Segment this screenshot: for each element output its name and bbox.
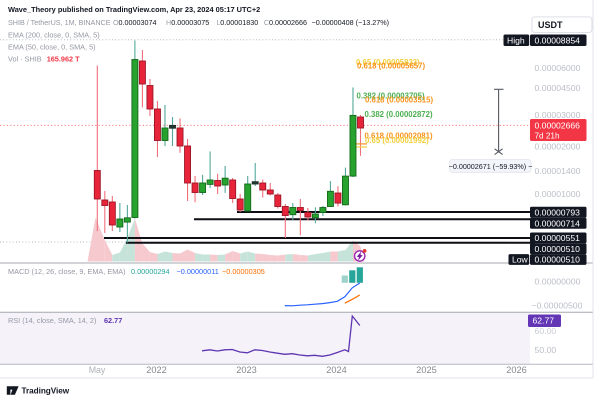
svg-text:0.00001830: 0.00001830 bbox=[220, 18, 258, 27]
svg-text:0.00002666: 0.00002666 bbox=[535, 120, 581, 130]
svg-text:2026: 2026 bbox=[506, 365, 526, 375]
svg-text:SHIB / TetherUS, 1M, BINANCE: SHIB / TetherUS, 1M, BINANCE bbox=[8, 18, 111, 27]
svg-text:Wave_Theory published on Tradi: Wave_Theory published on TradingView.com… bbox=[8, 5, 260, 14]
svg-text:EMA (200, close, 0, SMA, 5): EMA (200, close, 0, SMA, 5) bbox=[8, 30, 100, 39]
svg-text:0.382 (0.00003705): 0.382 (0.00003705) bbox=[357, 91, 425, 100]
svg-text:May: May bbox=[89, 365, 106, 375]
svg-text:RSI (14, close, SMA, 14, 2): RSI (14, close, SMA, 14, 2) bbox=[8, 316, 96, 325]
svg-text:0.00000510: 0.00000510 bbox=[535, 244, 581, 254]
svg-text:0.00002000: 0.00002000 bbox=[535, 141, 581, 151]
svg-text:Vol · SHIB: Vol · SHIB bbox=[8, 54, 42, 63]
svg-text:0.00000000: 0.00000000 bbox=[535, 277, 581, 287]
svg-text:EMA (50, close, 0, SMA, 5): EMA (50, close, 0, SMA, 5) bbox=[8, 42, 96, 51]
svg-text:0.00000714: 0.00000714 bbox=[535, 218, 581, 228]
svg-text:0.00003075: 0.00003075 bbox=[171, 18, 209, 27]
svg-text:0.65 (0.00001992): 0.65 (0.00001992) bbox=[365, 136, 429, 145]
svg-text:−0.00000305: −0.00000305 bbox=[222, 267, 265, 276]
svg-text:62.77: 62.77 bbox=[533, 316, 555, 326]
svg-text:0.00003074: 0.00003074 bbox=[119, 18, 157, 27]
svg-text:60.00: 60.00 bbox=[535, 326, 557, 336]
svg-text:50.00: 50.00 bbox=[535, 345, 557, 355]
svg-text:0.00006000: 0.00006000 bbox=[535, 63, 581, 73]
svg-text:0.00000294: 0.00000294 bbox=[131, 267, 170, 276]
svg-text:MACD (12, 26, close, 9, EMA, E: MACD (12, 26, close, 9, EMA, EMA) bbox=[8, 267, 126, 276]
svg-text:Low: Low bbox=[512, 255, 529, 265]
svg-text:0.00008854: 0.00008854 bbox=[535, 35, 581, 45]
svg-text:−0.00000500: −0.00000500 bbox=[532, 301, 583, 311]
svg-text:−0.00000408 (−13.27%): −0.00000408 (−13.27%) bbox=[312, 18, 390, 27]
svg-text:2022: 2022 bbox=[146, 365, 166, 375]
svg-text:0.618 (0.00005657): 0.618 (0.00005657) bbox=[357, 61, 425, 70]
svg-text:L: L bbox=[217, 18, 221, 27]
svg-text:C: C bbox=[264, 18, 269, 27]
svg-text:0.00003000: 0.00003000 bbox=[535, 110, 581, 120]
svg-text:−0.00002671 (−59.93%) −: −0.00002671 (−59.93%) − bbox=[449, 162, 533, 171]
svg-text:165.962 T: 165.962 T bbox=[47, 54, 80, 63]
svg-text:0.382 (0.00002872): 0.382 (0.00002872) bbox=[365, 110, 433, 119]
svg-text:High: High bbox=[507, 35, 525, 45]
svg-text:0.00001000: 0.00001000 bbox=[535, 189, 581, 199]
svg-text:TradingView: TradingView bbox=[22, 387, 70, 396]
svg-text:0.00000793: 0.00000793 bbox=[535, 207, 581, 217]
svg-text:2024: 2024 bbox=[326, 365, 346, 375]
svg-text:0.618 (0.00003515): 0.618 (0.00003515) bbox=[365, 96, 433, 105]
svg-text:0.618 (0.00002081): 0.618 (0.00002081) bbox=[365, 132, 433, 141]
svg-text:0.00002666: 0.00002666 bbox=[269, 18, 307, 27]
svg-text:USDT: USDT bbox=[538, 20, 563, 30]
svg-text:H: H bbox=[166, 18, 171, 27]
svg-text:2025: 2025 bbox=[416, 365, 436, 375]
svg-text:0.65 (0.00005833): 0.65 (0.00005833) bbox=[356, 58, 420, 67]
svg-text:7d 21h: 7d 21h bbox=[535, 131, 560, 140]
svg-text:2023: 2023 bbox=[236, 365, 256, 375]
svg-text:0.00000551: 0.00000551 bbox=[535, 233, 581, 243]
svg-text:0.00004500: 0.00004500 bbox=[535, 83, 581, 93]
svg-text:−0.00000011: −0.00000011 bbox=[177, 267, 219, 276]
svg-text:O: O bbox=[113, 18, 119, 27]
svg-text:62.77: 62.77 bbox=[104, 316, 122, 325]
svg-text:0.00001400: 0.00001400 bbox=[535, 166, 581, 176]
svg-text:0.00000510: 0.00000510 bbox=[535, 255, 581, 265]
